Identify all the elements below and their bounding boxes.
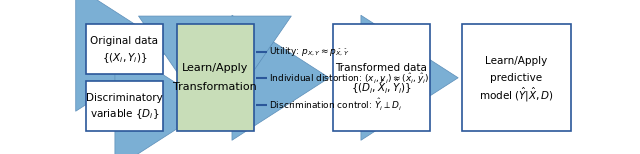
Text: $\{(X_i, Y_i)\}$: $\{(X_i, Y_i)\}$ (102, 51, 147, 65)
Text: Learn/Apply: Learn/Apply (485, 56, 548, 66)
FancyBboxPatch shape (86, 81, 163, 131)
Text: model $(\hat{Y}|\hat{X}, D)$: model $(\hat{Y}|\hat{X}, D)$ (479, 85, 554, 103)
FancyBboxPatch shape (333, 24, 429, 131)
Text: variable $\{D_i\}$: variable $\{D_i\}$ (90, 108, 159, 122)
Text: Utility: $p_{X,Y} \approx p_{\hat{X},\hat{Y}}$: Utility: $p_{X,Y} \approx p_{\hat{X},\ha… (269, 45, 350, 58)
Text: Original data: Original data (90, 36, 158, 46)
FancyBboxPatch shape (86, 24, 163, 74)
Text: Transformed data: Transformed data (335, 63, 428, 73)
FancyBboxPatch shape (462, 24, 571, 131)
FancyBboxPatch shape (177, 24, 253, 131)
Text: Transformation: Transformation (173, 82, 257, 92)
Text: Discriminatory: Discriminatory (86, 93, 163, 103)
Text: Learn/Apply: Learn/Apply (182, 63, 248, 73)
Text: predictive: predictive (490, 73, 543, 83)
Text: Individual distortion: $(x_i, y_i) \approx (\hat{x}_i, \hat{y}_i)$: Individual distortion: $(x_i, y_i) \appr… (269, 71, 430, 86)
Text: $\{(D_i, \hat{X}_i, \hat{Y}_i)\}$: $\{(D_i, \hat{X}_i, \hat{Y}_i)\}$ (351, 78, 412, 96)
Text: Discrimination control: $\hat{Y}_i \perp D_i$: Discrimination control: $\hat{Y}_i \perp… (269, 97, 403, 113)
